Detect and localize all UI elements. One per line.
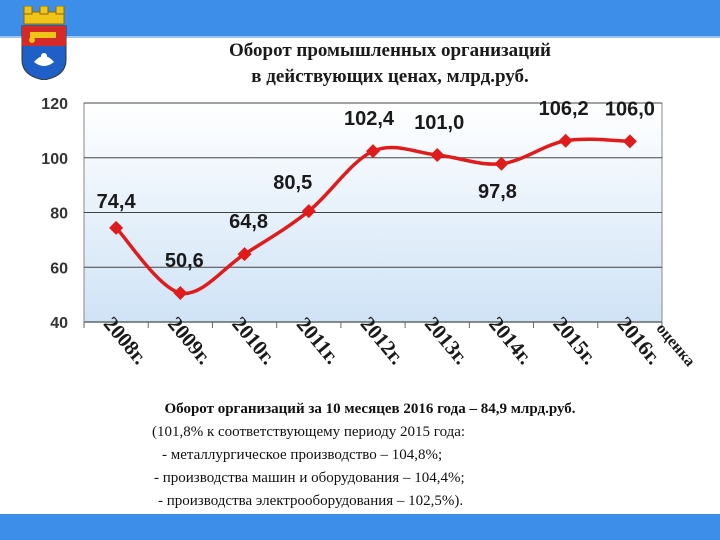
top-divider bbox=[0, 36, 720, 38]
data-point bbox=[366, 144, 380, 159]
y-tick-label: 40 bbox=[50, 315, 68, 332]
top-band bbox=[0, 0, 720, 36]
y-tick-label: 120 bbox=[41, 96, 68, 113]
title-line-2: в действующих ценах, млрд.руб. bbox=[251, 66, 529, 87]
data-point bbox=[109, 220, 124, 235]
data-point bbox=[237, 247, 252, 262]
data-point bbox=[558, 133, 573, 148]
data-label: 101,0 bbox=[414, 112, 464, 134]
summary-line: - производства машин и оборудования – 10… bbox=[154, 470, 465, 486]
data-label: 97,8 bbox=[478, 181, 517, 203]
data-label: 106,2 bbox=[539, 98, 589, 120]
y-tick-label: 100 bbox=[41, 151, 68, 168]
data-point bbox=[622, 134, 637, 149]
data-label: 102,4 bbox=[344, 108, 395, 130]
data-label: 50,6 bbox=[165, 250, 204, 272]
data-label: 64,8 bbox=[229, 211, 268, 233]
data-point bbox=[430, 148, 445, 163]
data-point bbox=[494, 156, 509, 171]
y-tick-label: 60 bbox=[50, 260, 68, 277]
data-point bbox=[301, 204, 316, 219]
summary-headline: Оборот организаций за 10 месяцев 2016 го… bbox=[164, 401, 576, 417]
data-label: 106,0 bbox=[605, 98, 655, 120]
data-label: 74,4 bbox=[97, 191, 137, 213]
chart-area: 40 60 80 100 120 2008г. 2009г. 2010г. 2011г. 2012… bbox=[41, 96, 698, 370]
summary-line: - металлургическое производство – 104,8%… bbox=[162, 447, 443, 463]
summary-text: Оборот организаций за 10 месяцев 2016 го… bbox=[70, 398, 670, 513]
summary-line: - производства электрооборудования – 102… bbox=[158, 493, 464, 509]
coat-of-arms-icon bbox=[21, 6, 67, 80]
summary-line: (101,8% к соответствующему периоду 2015 … bbox=[152, 424, 466, 440]
bottom-band bbox=[0, 514, 720, 540]
data-point bbox=[173, 285, 188, 300]
data-label: 80,5 bbox=[273, 172, 312, 194]
y-tick-label: 80 bbox=[50, 206, 68, 223]
chart-title: Оборот промышленных организаций в действ… bbox=[120, 38, 660, 90]
title-line-1: Оборот промышленных организаций bbox=[228, 40, 552, 61]
